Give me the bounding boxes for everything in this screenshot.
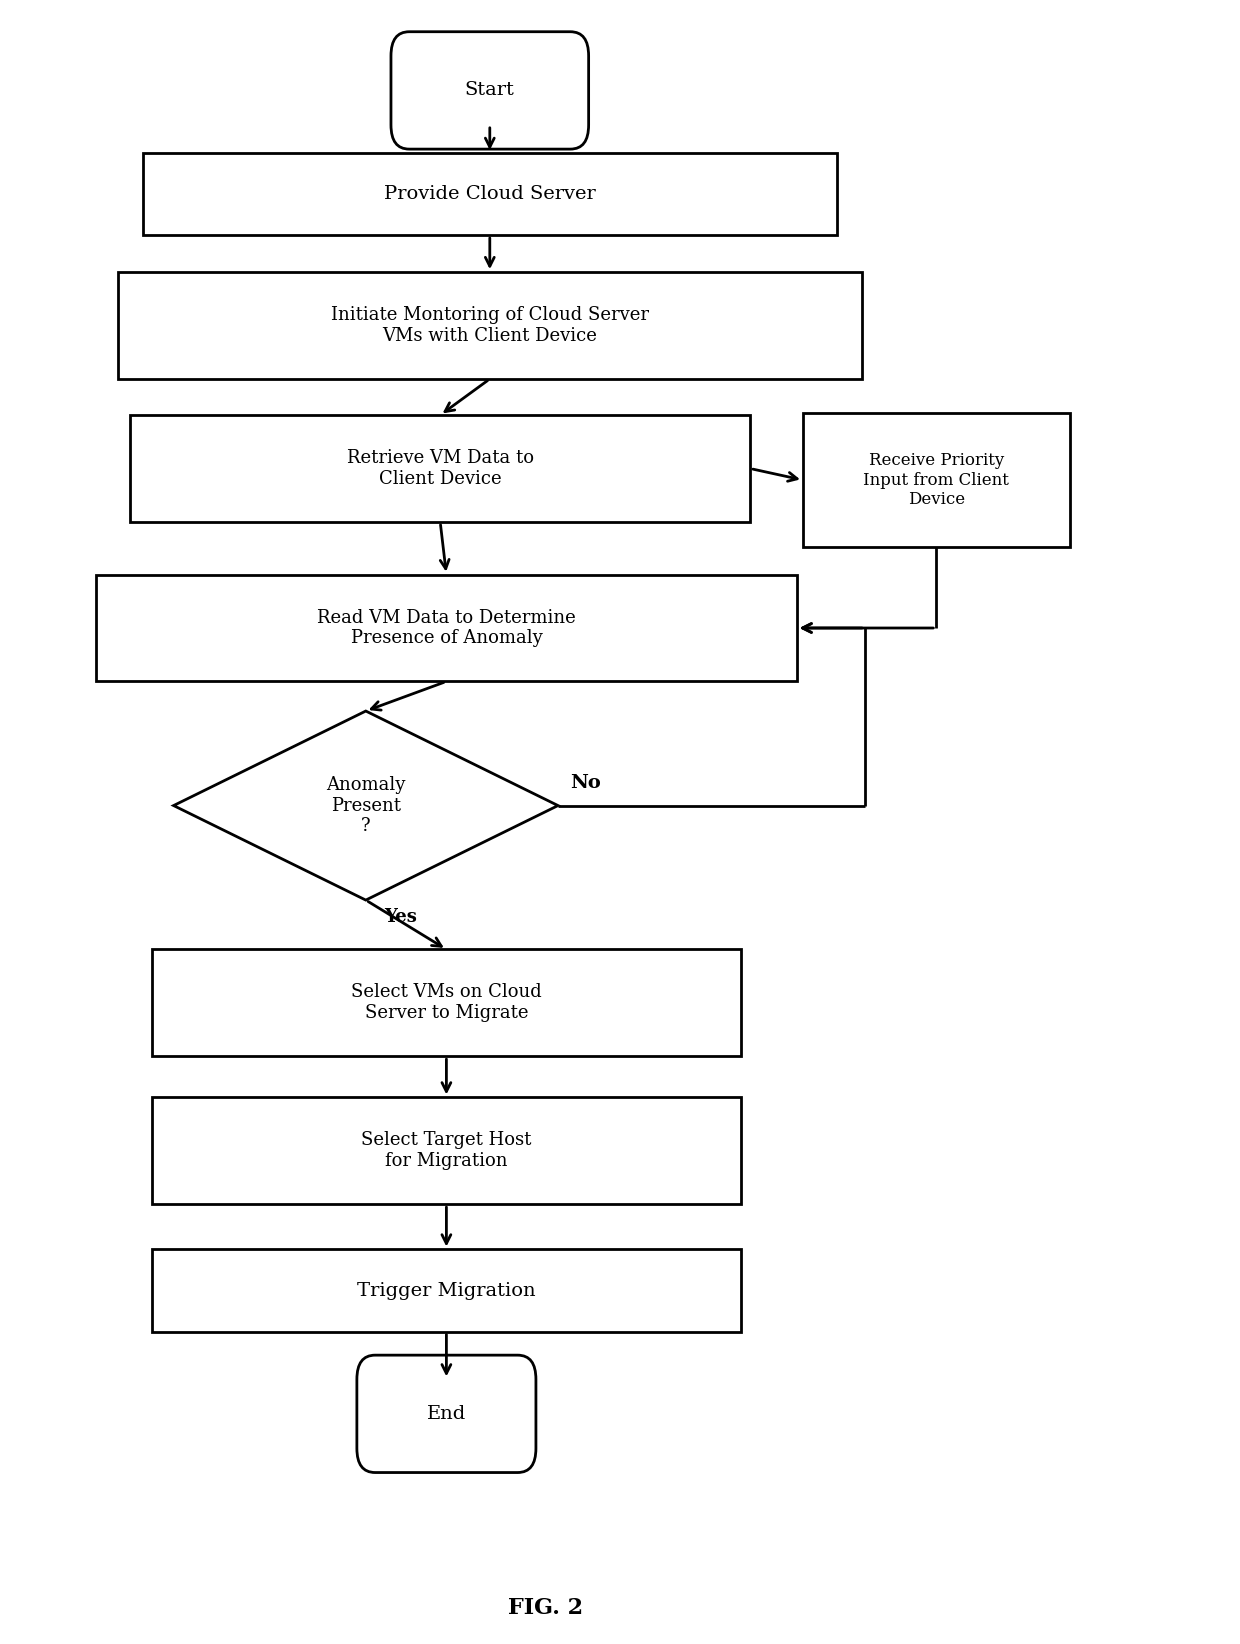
Bar (130, 414, 750, 523)
FancyBboxPatch shape (391, 31, 589, 150)
Text: Select Target Host
for Migration: Select Target Host for Migration (361, 1131, 532, 1171)
Polygon shape (174, 710, 558, 901)
Bar (143, 153, 837, 235)
Text: Initiate Montoring of Cloud Server
VMs with Client Device: Initiate Montoring of Cloud Server VMs w… (331, 306, 649, 345)
Bar (118, 273, 862, 380)
Text: Read VM Data to Determine
Presence of Anomaly: Read VM Data to Determine Presence of An… (317, 608, 575, 648)
Bar (151, 949, 740, 1055)
Text: FIG. 2: FIG. 2 (508, 1596, 583, 1619)
Bar (151, 1249, 740, 1332)
Text: Trigger Migration: Trigger Migration (357, 1282, 536, 1299)
Bar (97, 574, 796, 681)
Text: Provide Cloud Server: Provide Cloud Server (384, 186, 595, 202)
Bar (151, 1098, 740, 1203)
Text: Receive Priority
Input from Client
Device: Receive Priority Input from Client Devic… (863, 452, 1009, 508)
Text: End: End (427, 1406, 466, 1422)
Text: Select VMs on Cloud
Server to Migrate: Select VMs on Cloud Server to Migrate (351, 983, 542, 1023)
Bar (804, 413, 1069, 547)
Text: Anomaly
Present
?: Anomaly Present ? (326, 776, 405, 835)
Text: Yes: Yes (384, 907, 418, 926)
Text: Start: Start (465, 82, 515, 99)
Text: Retrieve VM Data to
Client Device: Retrieve VM Data to Client Device (347, 449, 533, 488)
Text: No: No (570, 774, 601, 792)
FancyBboxPatch shape (357, 1355, 536, 1473)
